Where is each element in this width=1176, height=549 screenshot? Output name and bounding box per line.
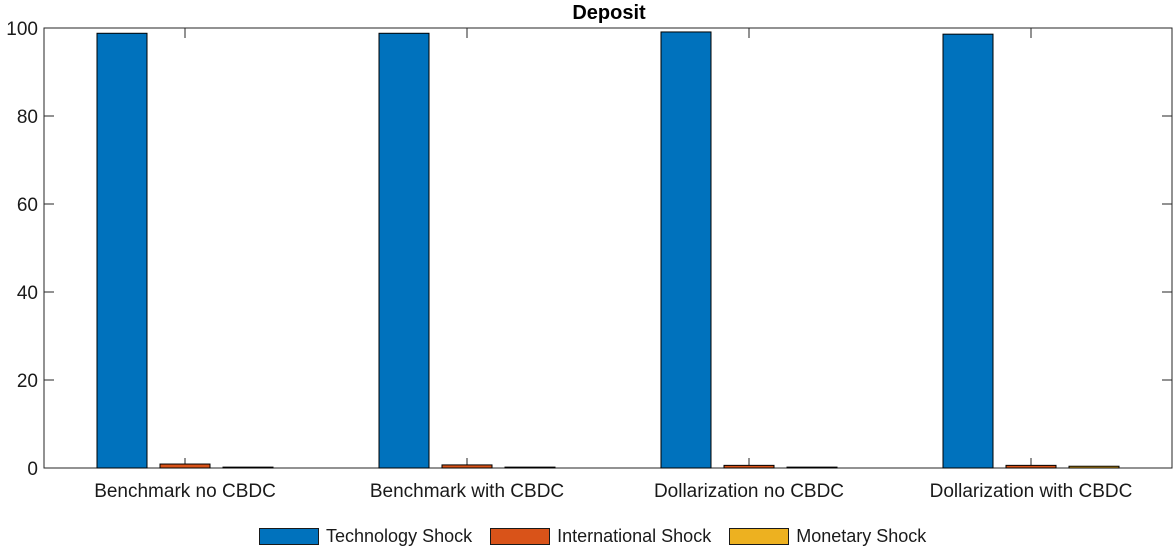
bar-monetary-shock [504, 466, 556, 469]
bar-international-shock [1005, 464, 1057, 469]
x-tick-label: Dollarization with CBDC [930, 481, 1133, 502]
y-tick-label: 60 [17, 195, 38, 216]
x-tick-label: Benchmark with CBDC [370, 481, 564, 502]
legend-label-technology: Technology Shock [326, 525, 473, 546]
y-tick-label: 40 [17, 283, 38, 304]
legend-item-monetary-shock: Monetary Shock [729, 526, 926, 547]
legend-swatch-technology [259, 527, 319, 545]
y-tick-label: 80 [17, 107, 38, 128]
bar-monetary-shock [222, 466, 274, 469]
y-tick-label: 100 [6, 19, 38, 40]
x-tick-label: Benchmark no CBDC [94, 481, 276, 502]
y-tick-label: 20 [17, 371, 38, 392]
chart-canvas: Deposit 0 20 40 60 80 100 Benchmark no CBDC Ben… [6, 2, 1173, 502]
chart-title: Deposit [572, 2, 646, 24]
plot-area: 0 20 40 60 80 100 Benchmark no CBDC Benchmark w… [6, 19, 1173, 502]
bar-international-shock [723, 464, 775, 469]
bar-technology-shock [660, 31, 712, 469]
chart-legend: Technology Shock International Shock Mon… [259, 525, 944, 547]
bar-monetary-shock [1068, 465, 1120, 469]
legend-swatch-international [490, 527, 551, 545]
legend-item-technology-shock: Technology Shock [259, 526, 472, 547]
legend-label-monetary: Monetary Shock [796, 525, 927, 546]
bar-monetary-shock [786, 466, 838, 469]
bar-technology-shock [942, 33, 994, 469]
bar-technology-shock [96, 32, 148, 469]
bar-technology-shock [378, 32, 430, 469]
legend-item-international-shock: International Shock [490, 526, 711, 547]
x-tick-label: Dollarization no CBDC [654, 481, 844, 502]
legend-swatch-monetary [729, 527, 790, 545]
bar-international-shock [159, 463, 211, 469]
plot-frame [43, 27, 1173, 469]
y-tick-label: 0 [27, 459, 38, 480]
bar-international-shock [441, 464, 493, 469]
legend-label-international: International Shock [557, 525, 712, 546]
